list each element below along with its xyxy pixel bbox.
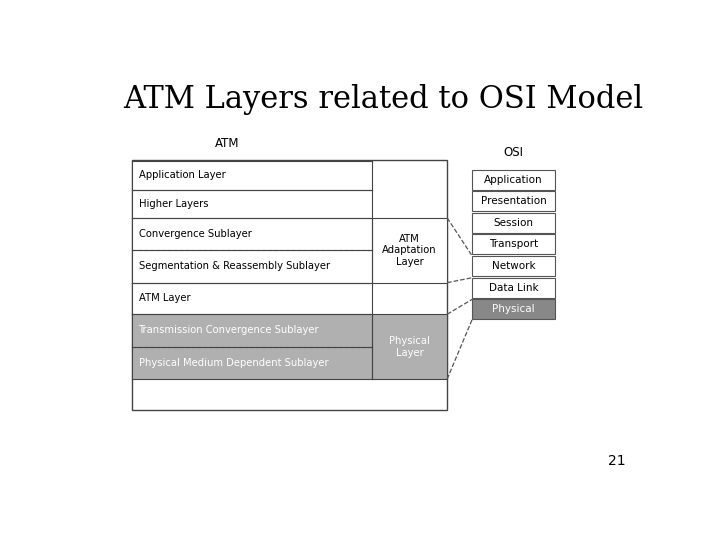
Bar <box>132 161 372 190</box>
Text: Transport: Transport <box>489 239 538 249</box>
Text: Data Link: Data Link <box>489 282 539 293</box>
Bar <box>132 314 372 347</box>
Bar <box>372 314 447 379</box>
Bar <box>472 278 555 298</box>
Text: Application: Application <box>485 174 543 185</box>
Bar <box>472 191 555 211</box>
Text: ATM Layer: ATM Layer <box>138 293 190 303</box>
Bar <box>472 234 555 254</box>
Text: Physical: Physical <box>492 305 535 314</box>
Text: 21: 21 <box>608 454 626 468</box>
Text: Transmission Convergence Sublayer: Transmission Convergence Sublayer <box>138 326 319 335</box>
Bar <box>132 282 372 314</box>
Text: Physical
Layer: Physical Layer <box>389 336 430 357</box>
Text: Segmentation & Reassembly Sublayer: Segmentation & Reassembly Sublayer <box>138 261 330 272</box>
Text: Higher Layers: Higher Layers <box>138 199 208 208</box>
Text: ATM
Adaptation
Layer: ATM Adaptation Layer <box>382 234 437 267</box>
Text: ATM: ATM <box>215 137 239 150</box>
Bar <box>132 347 372 379</box>
Bar <box>372 218 447 282</box>
Bar <box>472 299 555 319</box>
Bar <box>472 170 555 190</box>
Text: Session: Session <box>493 218 534 228</box>
Bar <box>132 250 372 282</box>
Text: Convergence Sublayer: Convergence Sublayer <box>138 229 251 239</box>
Text: Network: Network <box>492 261 536 271</box>
Text: Presentation: Presentation <box>481 196 546 206</box>
Bar <box>472 213 555 233</box>
Bar <box>132 160 447 410</box>
Bar <box>132 218 372 250</box>
Text: Application Layer: Application Layer <box>138 171 225 180</box>
Bar <box>472 256 555 276</box>
Text: Physical Medium Dependent Sublayer: Physical Medium Dependent Sublayer <box>138 358 328 368</box>
Text: OSI: OSI <box>503 146 523 159</box>
Text: ATM Layers related to OSI Model: ATM Layers related to OSI Model <box>124 84 644 114</box>
Bar <box>132 190 372 218</box>
